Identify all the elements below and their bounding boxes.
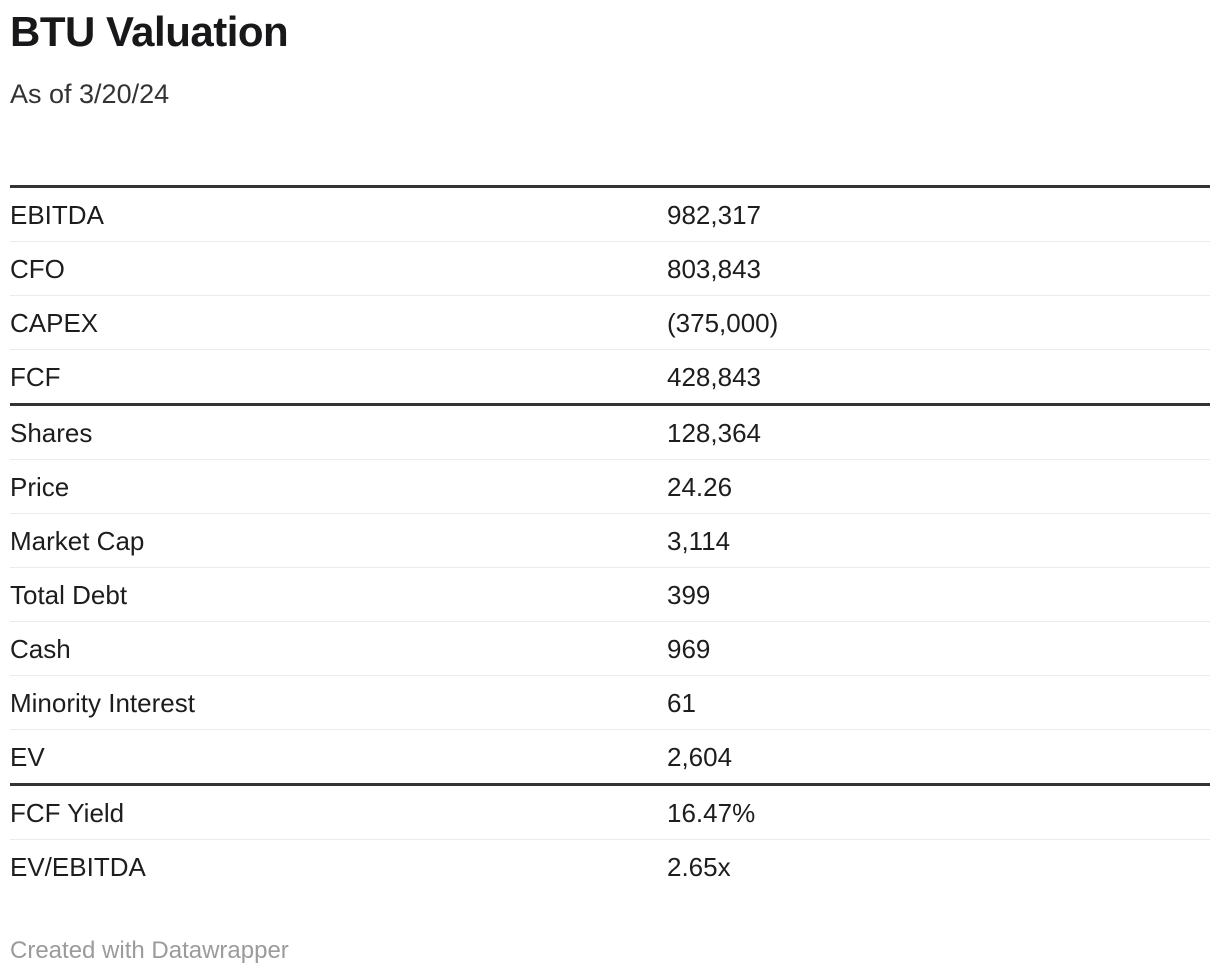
table-row: CAPEX (375,000) xyxy=(10,296,1210,350)
metric-label-cell: EBITDA xyxy=(10,199,104,230)
table-row: EV 2,604 xyxy=(10,730,1210,785)
page-title: BTU Valuation xyxy=(10,8,289,55)
table-row: Market Cap 3,114 xyxy=(10,514,1210,568)
attribution-footer: Created with Datawrapper xyxy=(10,937,289,964)
table-row: FCF 428,843 xyxy=(10,350,1210,405)
table-row: Shares 128,364 xyxy=(10,405,1210,460)
metric-label-cell: FCF xyxy=(10,361,61,392)
valuation-table: EBITDA 982,317 CFO 803,843 CAPEX (375,00… xyxy=(10,185,1210,893)
metric-value-cell: 428,843 xyxy=(667,361,761,392)
metric-label-cell: Shares xyxy=(10,417,93,448)
table-section-capital: Shares 128,364 Price 24.26 Market Cap 3,… xyxy=(10,405,1210,785)
chart-subtitle: As of 3/20/24 xyxy=(10,79,170,109)
metric-value-cell: 803,843 xyxy=(667,253,761,284)
metric-label-cell: Total Debt xyxy=(10,579,128,610)
metric-value-cell: 16.47% xyxy=(667,797,756,828)
table-row: Total Debt 399 xyxy=(10,568,1210,622)
metric-value-cell: 969 xyxy=(667,633,711,664)
metric-value-cell: 3,114 xyxy=(667,525,731,556)
metric-label-cell: FCF Yield xyxy=(10,797,125,828)
table-row: Cash 969 xyxy=(10,622,1210,676)
table-row: FCF Yield 16.47% xyxy=(10,785,1210,840)
metric-value-cell: 2,604 xyxy=(667,741,733,772)
table-row: CFO 803,843 xyxy=(10,242,1210,296)
metric-value-cell: 399 xyxy=(667,579,711,610)
metric-value-cell: 2.65x xyxy=(667,851,731,882)
table-row: Minority Interest 61 xyxy=(10,676,1210,730)
metric-label-cell: Cash xyxy=(10,633,71,664)
table-row: Price 24.26 xyxy=(10,460,1210,514)
metric-label-cell: EV/EBITDA xyxy=(10,851,146,882)
metric-value-cell: 982,317 xyxy=(667,199,761,230)
metric-value-cell: (375,000) xyxy=(667,307,779,338)
table-section-multiples: FCF Yield 16.47% EV/EBITDA 2.65x xyxy=(10,785,1210,894)
metric-label-cell: Price xyxy=(10,471,70,502)
metric-value-cell: 61 xyxy=(667,687,696,718)
metric-label-cell: Minority Interest xyxy=(10,687,195,718)
metric-label-cell: CAPEX xyxy=(10,307,99,338)
table-row: EBITDA 982,317 xyxy=(10,187,1210,242)
table-row: EV/EBITDA 2.65x xyxy=(10,840,1210,894)
metric-value-cell: 24.26 xyxy=(667,471,733,502)
metric-label-cell: EV xyxy=(10,741,45,772)
metric-label-cell: CFO xyxy=(10,253,65,284)
metric-label-cell: Market Cap xyxy=(10,525,145,556)
metric-value-cell: 128,364 xyxy=(667,417,761,448)
table-section-cashflow: EBITDA 982,317 CFO 803,843 CAPEX (375,00… xyxy=(10,187,1210,405)
